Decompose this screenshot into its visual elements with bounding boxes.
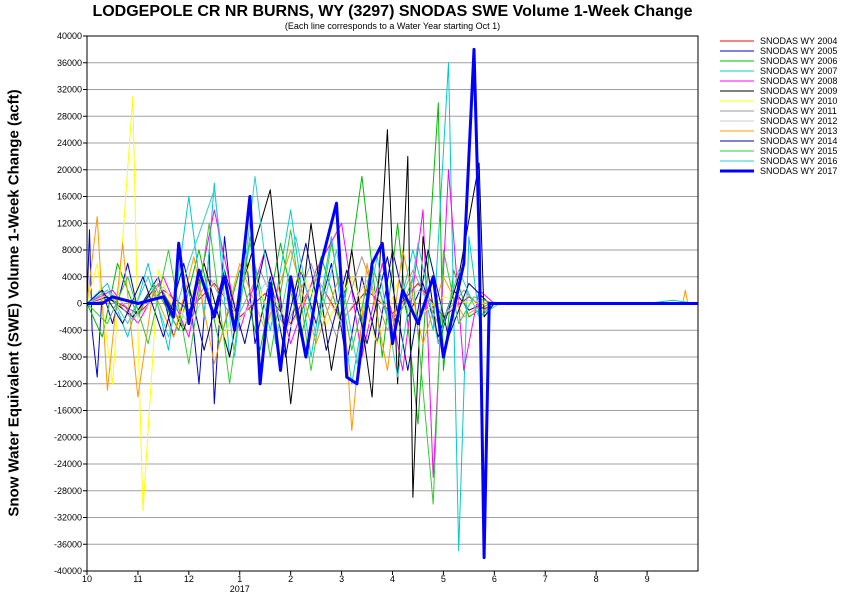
legend-label: SNODAS WY 2010	[760, 96, 837, 106]
y-tick-label: 0	[77, 299, 82, 309]
legend-label: SNODAS WY 2005	[760, 46, 837, 56]
y-tick-label: -40000	[54, 566, 82, 576]
y-tick-label: -32000	[54, 513, 82, 523]
legend-label: SNODAS WY 2007	[760, 66, 837, 76]
y-tick-label: -28000	[54, 486, 82, 496]
series-line-snodas-wy-2008	[87, 169, 698, 478]
y-tick-label: 20000	[57, 165, 82, 175]
series-line-snodas-wy-2011	[87, 256, 698, 338]
y-tick-label: -36000	[54, 539, 82, 549]
series-line-snodas-wy-2009	[87, 129, 698, 498]
x-year-label: 2017	[230, 584, 250, 594]
series-line-snodas-wy-2014	[87, 242, 698, 371]
y-ticks: 4000036000320002800024000200001600012000…	[54, 31, 87, 576]
legend-label: SNODAS WY 2017	[760, 166, 837, 176]
y-tick-label: 40000	[57, 31, 82, 41]
legend-label: SNODAS WY 2004	[760, 36, 837, 46]
legend-label: SNODAS WY 2012	[760, 116, 837, 126]
chart-subtitle: (Each line corresponds to a Water Year s…	[284, 21, 501, 31]
y-tick-label: 32000	[57, 85, 82, 95]
legend-label: SNODAS WY 2011	[760, 106, 837, 116]
y-tick-label: 36000	[57, 58, 82, 68]
x-tick-label: 1	[237, 574, 242, 584]
y-tick-label: -16000	[54, 406, 82, 416]
y-tick-label: 24000	[57, 138, 82, 148]
y-tick-label: 28000	[57, 111, 82, 121]
y-tick-label: -4000	[59, 325, 82, 335]
x-tick-label: 3	[339, 574, 344, 584]
series-line-snodas-wy-2017	[87, 47, 698, 560]
y-tick-label: -24000	[54, 459, 82, 469]
x-tick-label: 6	[492, 574, 497, 584]
x-tick-label: 8	[594, 574, 599, 584]
y-tick-label: -8000	[59, 352, 82, 362]
x-tick-label: 10	[82, 574, 92, 584]
legend-label: SNODAS WY 2008	[760, 76, 837, 86]
legend-label: SNODAS WY 2013	[760, 126, 837, 136]
legend-label: SNODAS WY 2009	[760, 86, 837, 96]
y-tick-label: 4000	[62, 272, 82, 282]
legend-label: SNODAS WY 2016	[760, 156, 837, 166]
x-tick-label: 5	[441, 574, 446, 584]
legend-label: SNODAS WY 2015	[760, 146, 837, 156]
x-tick-label: 7	[543, 574, 548, 584]
chart-title: LODGEPOLE CR NR BURNS, WY (3297) SNODAS …	[92, 3, 693, 20]
y-tick-label: -12000	[54, 379, 82, 389]
x-tick-label: 4	[390, 574, 395, 584]
series-line-snodas-wy-2015	[87, 222, 698, 505]
x-tick-label: 9	[645, 574, 650, 584]
y-tick-label: 16000	[57, 192, 82, 202]
y-tick-label: 8000	[62, 245, 82, 255]
series-line-snodas-wy-2016	[87, 175, 698, 378]
legend-label: SNODAS WY 2006	[760, 56, 837, 66]
y-tick-label: -20000	[54, 432, 82, 442]
x-tick-label: 2	[288, 574, 293, 584]
x-tick-label: 12	[184, 574, 194, 584]
legend-label: SNODAS WY 2014	[760, 136, 837, 146]
y-tick-label: 12000	[57, 218, 82, 228]
x-tick-label: 11	[133, 574, 142, 584]
plot-series-group	[87, 47, 698, 560]
